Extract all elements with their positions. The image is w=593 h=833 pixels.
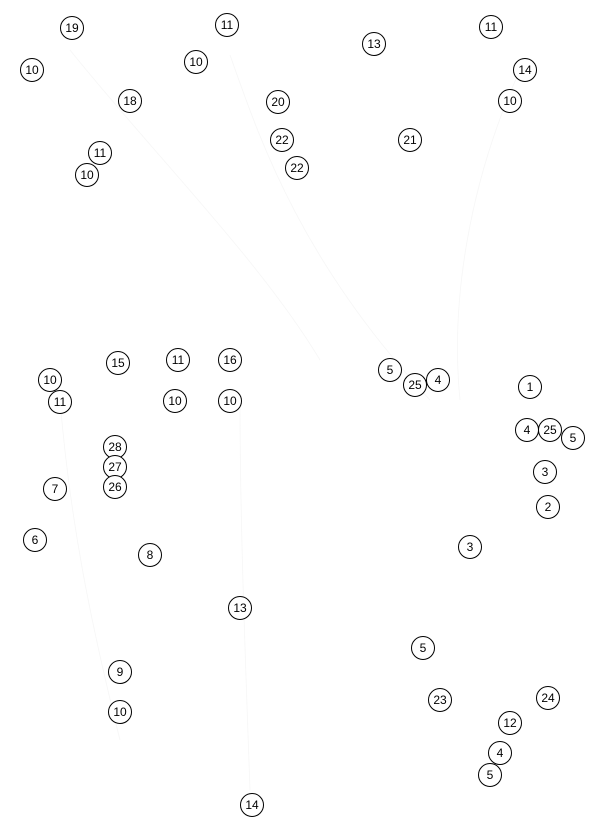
callout-11-18: 11 xyxy=(166,348,190,372)
callout-16-20: 16 xyxy=(218,348,242,372)
callout-25-27: 25 xyxy=(538,418,562,442)
callout-2-34: 2 xyxy=(536,495,560,519)
callout-14-47: 14 xyxy=(240,793,264,817)
diagram-lineart xyxy=(0,0,593,833)
callout-10-16: 10 xyxy=(38,368,62,392)
callout-25-23: 25 xyxy=(403,373,427,397)
callout-22-12: 22 xyxy=(270,128,294,152)
callout-10-11: 10 xyxy=(75,163,99,187)
callout-20-5: 20 xyxy=(266,90,290,114)
callout-18-2: 18 xyxy=(118,89,142,113)
callout-22-13: 22 xyxy=(285,156,309,180)
callout-4-43: 4 xyxy=(488,741,512,765)
callout-10-1: 10 xyxy=(20,58,44,82)
callout-11-3: 11 xyxy=(215,13,239,37)
callout-19-0: 19 xyxy=(60,16,84,40)
parts-diagram: 1910181110201311141011102222211510111110… xyxy=(0,0,593,833)
callout-3-35: 3 xyxy=(458,535,482,559)
callout-8-37: 8 xyxy=(138,543,162,567)
callout-6-36: 6 xyxy=(23,528,47,552)
callout-5-22: 5 xyxy=(378,358,402,382)
callout-11-17: 11 xyxy=(48,390,72,414)
callout-13-38: 13 xyxy=(228,596,252,620)
callout-14-8: 14 xyxy=(513,58,537,82)
callout-5-44: 5 xyxy=(478,763,502,787)
callout-10-9: 10 xyxy=(498,89,522,113)
callout-10-4: 10 xyxy=(184,50,208,74)
callout-9-45: 9 xyxy=(108,660,132,684)
callout-15-15: 15 xyxy=(106,351,130,375)
callout-10-19: 10 xyxy=(163,389,187,413)
callout-5-28: 5 xyxy=(561,426,585,450)
callout-10-21: 10 xyxy=(218,389,242,413)
callout-21-14: 21 xyxy=(398,128,422,152)
callout-24-42: 24 xyxy=(536,686,560,710)
callout-26-31: 26 xyxy=(103,475,127,499)
callout-4-24: 4 xyxy=(426,368,450,392)
callout-1-25: 1 xyxy=(518,375,542,399)
callout-3-33: 3 xyxy=(533,460,557,484)
callout-12-41: 12 xyxy=(498,711,522,735)
callout-4-26: 4 xyxy=(515,418,539,442)
callout-7-32: 7 xyxy=(43,477,67,501)
callout-11-7: 11 xyxy=(479,15,503,39)
callout-23-40: 23 xyxy=(428,688,452,712)
callout-13-6: 13 xyxy=(362,32,386,56)
callout-5-39: 5 xyxy=(411,636,435,660)
callout-10-46: 10 xyxy=(108,700,132,724)
callout-11-10: 11 xyxy=(88,141,112,165)
